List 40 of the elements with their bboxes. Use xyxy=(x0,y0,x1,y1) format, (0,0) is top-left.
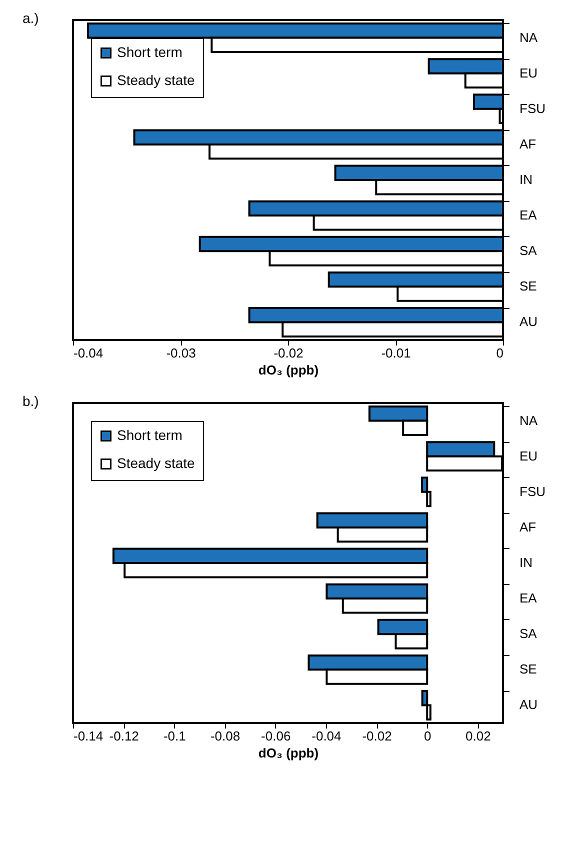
x-tick-label: -0.08 xyxy=(210,728,240,744)
y-tick-label: SA xyxy=(520,626,538,642)
y-tick-label: NA xyxy=(520,30,538,45)
x-axis-title: dO₃ (ppb) xyxy=(258,362,319,378)
x-tick-label: -0.04 xyxy=(74,346,104,360)
y-tick-label: EA xyxy=(520,590,538,606)
chart-title: b.) xyxy=(22,393,39,409)
y-tick-label: EU xyxy=(520,65,538,80)
y-tick-label: IN xyxy=(520,172,532,187)
x-tick-label: -0.1 xyxy=(163,728,186,744)
x-tick-label: 0.02 xyxy=(466,728,491,744)
chart-title: a.) xyxy=(22,10,39,26)
legend-label: Steady state xyxy=(117,455,196,471)
y-tick-label: NA xyxy=(520,412,538,428)
x-tick-label: -0.04 xyxy=(312,728,342,744)
x-tick-label: -0.01 xyxy=(381,346,411,360)
y-tick-label: SA xyxy=(520,243,538,258)
y-tick-label: AF xyxy=(520,519,536,534)
legend-label: Short term xyxy=(117,44,182,60)
legend-label: Short term xyxy=(117,427,182,443)
x-tick-label: -0.12 xyxy=(109,728,139,744)
x-tick-label: 0 xyxy=(424,728,432,744)
y-tick-label: FSU xyxy=(520,100,546,116)
x-tick-label: -0.02 xyxy=(274,346,304,360)
x-tick-label: -0.14 xyxy=(74,728,104,744)
legend-label: Steady state xyxy=(117,72,196,88)
y-tick-label: AU xyxy=(520,697,538,712)
x-axis-title: dO₃ (ppb) xyxy=(258,746,319,760)
y-tick-label: AF xyxy=(520,136,536,152)
x-tick-label: -0.02 xyxy=(362,728,392,744)
y-tick-label: SE xyxy=(520,278,538,294)
y-tick-label: EA xyxy=(520,208,538,223)
y-tick-label: IN xyxy=(520,555,532,570)
y-tick-label: SE xyxy=(520,662,538,677)
y-tick-label: FSU xyxy=(520,484,546,499)
y-tick-label: EU xyxy=(520,448,538,464)
x-tick-label: 0 xyxy=(496,346,504,360)
y-tick-label: AU xyxy=(520,314,538,330)
x-tick-label: -0.06 xyxy=(261,728,291,744)
x-tick-label: -0.03 xyxy=(166,346,196,360)
